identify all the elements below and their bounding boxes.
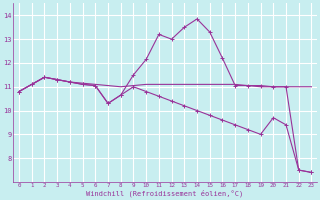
X-axis label: Windchill (Refroidissement éolien,°C): Windchill (Refroidissement éolien,°C) — [86, 189, 243, 197]
